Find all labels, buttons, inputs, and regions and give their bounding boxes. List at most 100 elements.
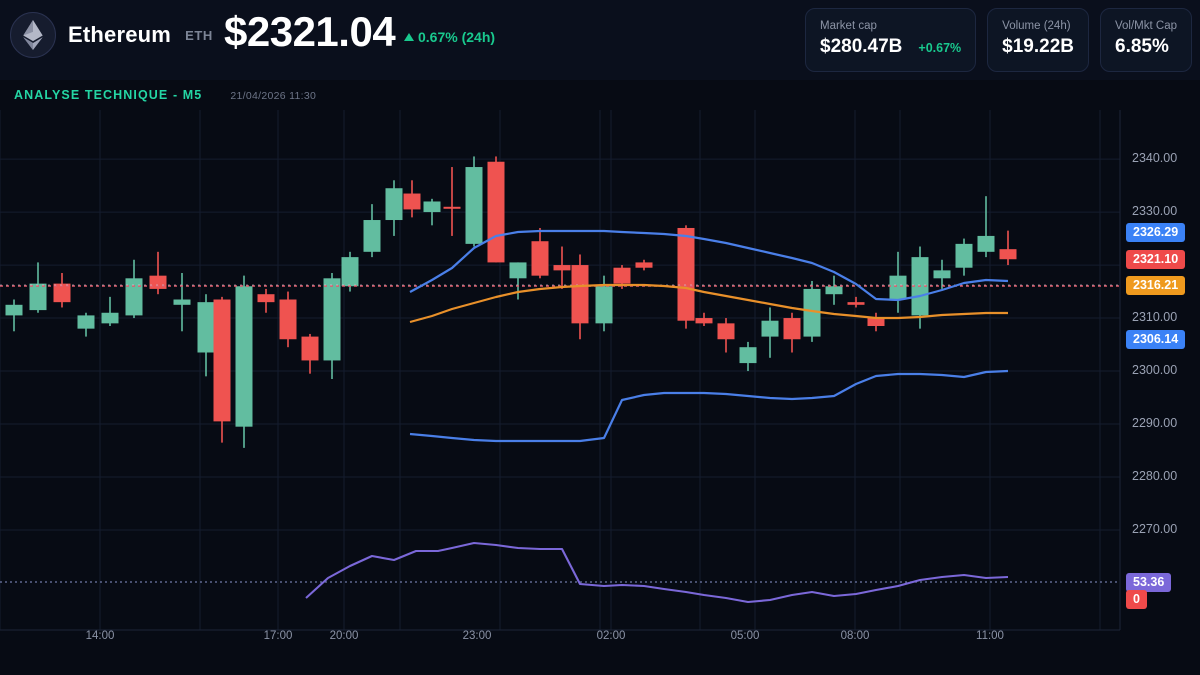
price-axis-tick: 2280.00 (1132, 469, 1178, 483)
candle-body (213, 299, 231, 422)
current-price: $2321.04 (224, 8, 396, 55)
stat-card: Vol/Mkt Cap 6.85% (1100, 8, 1192, 72)
stat-card-label: Market cap (820, 20, 877, 32)
candle-body (613, 267, 631, 284)
page-header: Ethereum ETH $2321.04 0.67% (24h) Market… (0, 0, 1200, 80)
coin-identity: Ethereum ETH (10, 12, 213, 58)
candle-body (385, 188, 403, 221)
candlestick (323, 273, 341, 379)
candle-body (977, 235, 995, 252)
candlestick (889, 251, 907, 313)
time-axis-tick: 14:00 (85, 630, 115, 642)
candle-body (571, 265, 589, 324)
stat-card: Volume (24h) $19.22B (987, 8, 1089, 72)
price-axis-tick: 2290.00 (1132, 416, 1178, 431)
candlestick (999, 230, 1017, 266)
price-axis-tick: 2340.00 (1132, 151, 1178, 166)
time-axis-tick: 20:00 (329, 630, 359, 642)
candle-body (889, 275, 907, 300)
candlestick (933, 259, 951, 289)
candle-body (825, 286, 843, 295)
stat-card-row: 6.85% (1115, 36, 1177, 58)
candlestick (465, 156, 483, 247)
stat-card-value: 6.85% (1115, 36, 1169, 57)
candle-body (717, 323, 735, 340)
candle-body (635, 262, 653, 268)
price-axis-tick: 2300.00 (1132, 363, 1178, 378)
candle-body (761, 320, 779, 337)
candlestick (173, 273, 191, 332)
candlestick (977, 196, 995, 258)
candlestick (423, 198, 441, 226)
candle-body (341, 257, 359, 287)
price-change: 0.67% (24h) (404, 29, 495, 45)
candlestick (825, 275, 843, 305)
candlestick (571, 254, 589, 340)
price-chart-svg (0, 110, 1121, 631)
candle-body (531, 241, 549, 276)
time-axis-tick: 08:00 (840, 630, 870, 642)
chart-timestamp: 21/04/2026 11:30 (230, 90, 317, 102)
sma-badge: 2316.21 (1126, 276, 1186, 296)
candlestick (867, 312, 885, 332)
bollinger-lower-line (409, 369, 1009, 443)
sma-line (409, 283, 1008, 324)
candle-body (423, 201, 441, 213)
triangle-up-icon (404, 33, 414, 41)
candle-body (739, 347, 757, 364)
time-axis-tick: 11:00 (976, 630, 1004, 642)
candle-body (235, 286, 253, 427)
candle-body (803, 288, 821, 337)
stat-card-row: $19.22B (1002, 36, 1074, 58)
rsi-badge: 53.36 (1126, 573, 1172, 592)
candlestick (77, 312, 95, 337)
candlestick (125, 259, 143, 319)
time-axis-tick: 23:00 (462, 630, 492, 642)
coin-ticker: ETH (185, 27, 213, 43)
price-axis: 2340.002330.002320.002310.002300.002290.… (1126, 110, 1200, 630)
candle-body (595, 286, 613, 324)
candle-body (955, 243, 973, 268)
analysis-subtitle-bar: ANALYSE TECHNIQUE - M5 21/04/2026 11:30 (14, 88, 316, 102)
candle-body (29, 283, 47, 311)
candle-body (173, 299, 191, 305)
candlestick (257, 288, 275, 313)
stat-cards: Market cap $280.47B +0.67% Volume (24h) $19.… (805, 8, 1192, 72)
chart-canvas[interactable] (0, 110, 1200, 675)
candlestick (695, 312, 713, 326)
bollinger-upper-badge: 2326.29 (1126, 222, 1186, 242)
candlestick (5, 299, 23, 332)
candlestick (739, 341, 757, 372)
candle-body (197, 302, 215, 353)
candle-body (53, 283, 71, 303)
candlestick (783, 312, 801, 353)
bollinger-lower-badge: 2306.14 (1126, 329, 1186, 349)
stat-card: Market cap $280.47B +0.67% (805, 8, 977, 72)
price-change-label: 0.67% (24h) (418, 29, 496, 45)
candlestick (385, 180, 403, 236)
candlestick (761, 307, 779, 358)
stat-card-delta: +0.67% (918, 41, 962, 55)
candlestick (553, 246, 571, 289)
bollinger-upper-line (409, 229, 1009, 302)
candle-body (999, 249, 1017, 260)
candlestick (403, 180, 421, 218)
candle-body (465, 167, 483, 244)
candlestick (197, 294, 215, 377)
candlestick (847, 296, 865, 308)
candle-body (847, 302, 865, 305)
candle-body (509, 262, 527, 279)
stat-card-value: $280.47B (820, 36, 903, 57)
candle-body (553, 265, 571, 271)
rsi-zero-badge: 0 (1126, 590, 1147, 609)
coin-name: Ethereum (68, 22, 172, 47)
stat-card-label: Volume (24h) (1002, 20, 1071, 32)
candle-body (867, 318, 885, 326)
candle-body (933, 270, 951, 279)
stat-card-row: $280.47B +0.67% (820, 36, 961, 58)
candle-body (257, 294, 275, 303)
candlestick (279, 291, 297, 348)
price-axis-tick: 2270.00 (1132, 522, 1178, 536)
candlestick (101, 296, 119, 326)
